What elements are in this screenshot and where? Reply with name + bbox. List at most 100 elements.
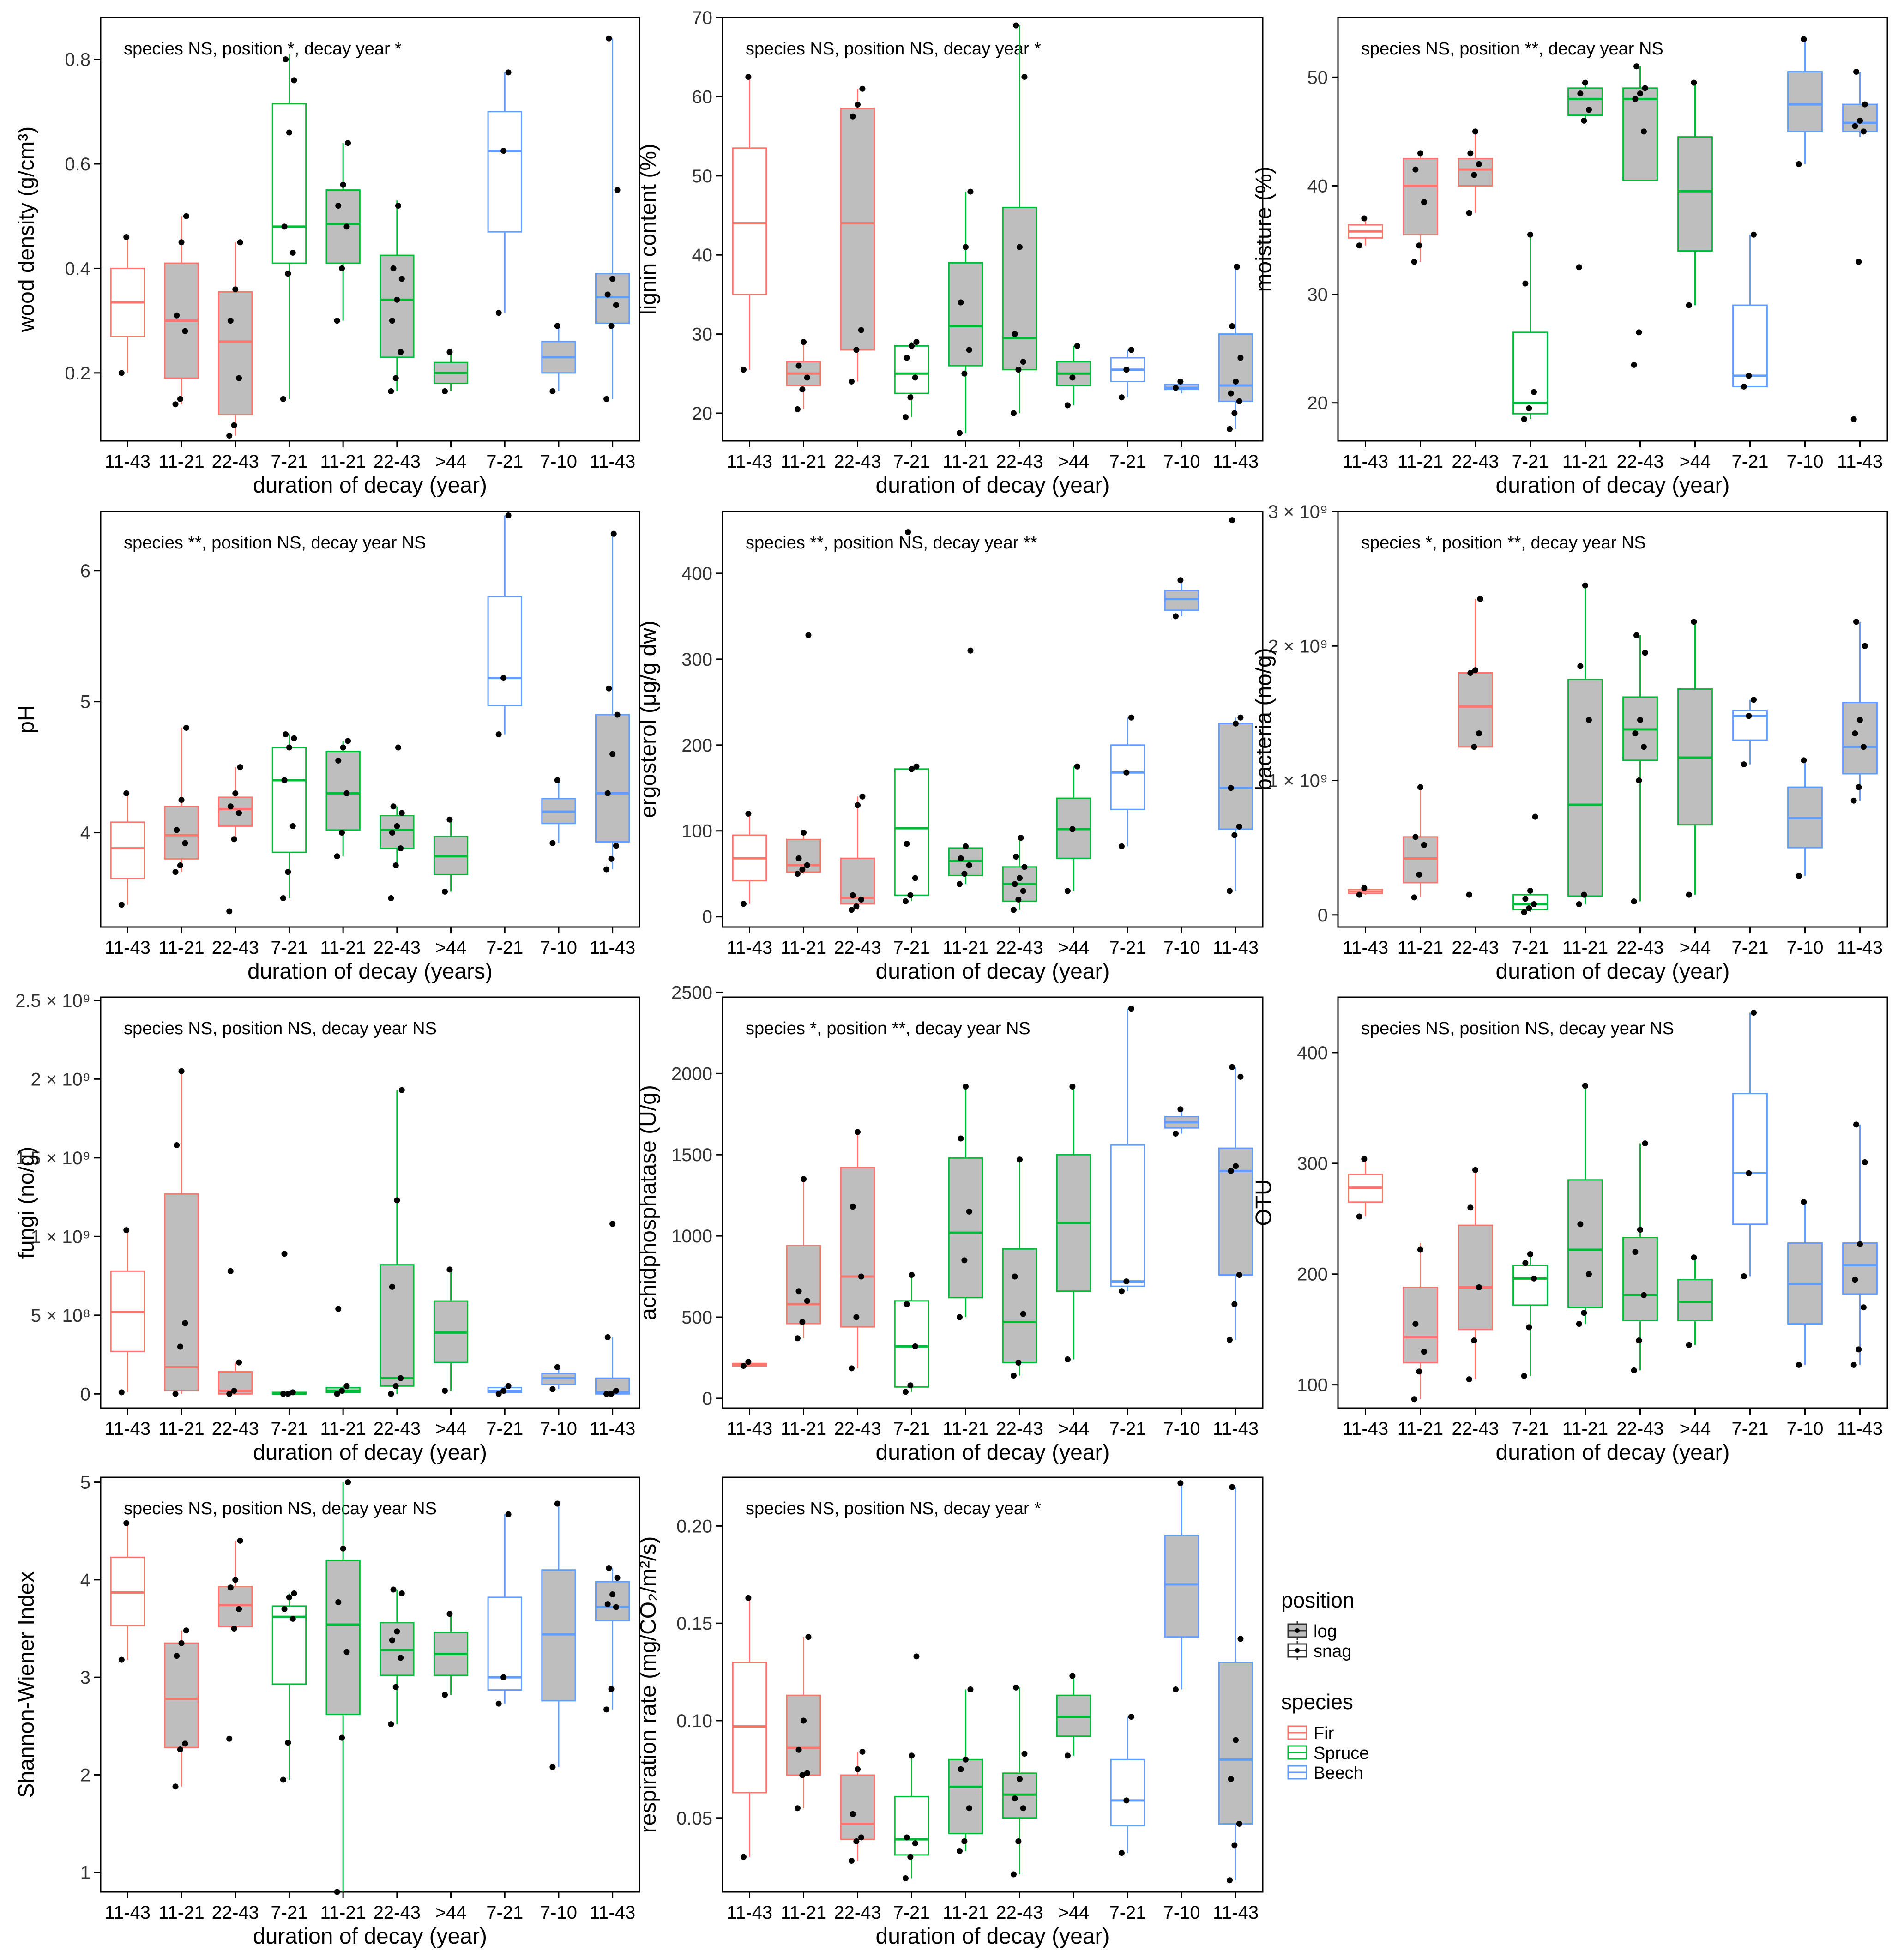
box-6 bbox=[380, 1586, 415, 1728]
panel-9: species NS, position NS, decay year NS 10… bbox=[1252, 996, 1888, 1465]
data-point bbox=[1233, 378, 1239, 385]
data-point bbox=[1585, 107, 1592, 113]
data-point bbox=[398, 845, 404, 852]
data-point bbox=[1421, 199, 1427, 205]
data-point bbox=[1064, 1356, 1071, 1362]
x-tick-label: >44 bbox=[1058, 452, 1090, 472]
data-point bbox=[182, 840, 188, 846]
box-5 bbox=[325, 1306, 361, 1397]
x-tick-label: 7-21 bbox=[893, 1419, 930, 1439]
x-tick-label: 7-10 bbox=[1786, 452, 1823, 472]
data-point bbox=[236, 375, 242, 381]
data-point bbox=[907, 1854, 914, 1860]
y-axis-label: fungi (no/g) bbox=[14, 1147, 39, 1259]
data-point bbox=[1015, 367, 1022, 373]
y-axis-label: ergosterol (μg/g dw) bbox=[636, 620, 661, 818]
box-9 bbox=[1164, 378, 1199, 394]
data-point bbox=[956, 1848, 963, 1854]
y-tick-label: 0.05 bbox=[676, 1808, 712, 1829]
box-iqr bbox=[840, 1774, 875, 1840]
data-point bbox=[1576, 901, 1582, 907]
data-point bbox=[286, 1594, 292, 1601]
data-point bbox=[1471, 744, 1477, 750]
y-axis-label: achidphosphatase (U/g) bbox=[636, 1085, 661, 1320]
data-point bbox=[183, 724, 189, 731]
data-point bbox=[1850, 416, 1857, 422]
data-point bbox=[394, 1628, 400, 1635]
box-9 bbox=[1164, 1480, 1199, 1693]
data-point bbox=[799, 386, 806, 393]
data-point bbox=[1741, 761, 1747, 768]
box-4 bbox=[894, 1653, 929, 1881]
data-point bbox=[1860, 744, 1867, 750]
data-point bbox=[1172, 1686, 1179, 1693]
data-point bbox=[1852, 123, 1858, 129]
data-point bbox=[1236, 823, 1242, 830]
x-tick-label: 22-43 bbox=[1616, 452, 1663, 472]
data-point bbox=[1010, 410, 1017, 416]
x-tick-label: >44 bbox=[435, 938, 467, 958]
data-point bbox=[956, 430, 963, 436]
data-point bbox=[1640, 128, 1647, 135]
box-iqr bbox=[1677, 136, 1713, 252]
y-tick-label: 500 bbox=[681, 1307, 712, 1328]
box-3 bbox=[840, 1129, 875, 1372]
box-3 bbox=[840, 1748, 875, 1864]
x-tick-label: 11-43 bbox=[1343, 938, 1388, 958]
data-point bbox=[281, 223, 288, 230]
data-point bbox=[442, 1387, 448, 1394]
x-tick-label: 22-43 bbox=[1616, 938, 1663, 958]
data-point bbox=[848, 1858, 855, 1864]
data-point bbox=[1850, 797, 1857, 804]
x-tick-label: 7-21 bbox=[1731, 1419, 1768, 1439]
box-iqr bbox=[732, 147, 767, 295]
data-point bbox=[389, 1283, 395, 1290]
box-8 bbox=[1732, 697, 1768, 768]
box-9 bbox=[1164, 577, 1199, 620]
x-tick-label: 22-43 bbox=[1452, 1419, 1499, 1439]
data-point bbox=[388, 895, 394, 902]
x-tick-label: 22-43 bbox=[996, 938, 1043, 958]
data-point bbox=[1417, 1246, 1423, 1253]
data-point bbox=[495, 1700, 502, 1707]
data-point bbox=[1576, 1321, 1582, 1327]
box-1 bbox=[732, 811, 767, 907]
data-point bbox=[1632, 96, 1639, 102]
data-point bbox=[1237, 1073, 1244, 1080]
data-point bbox=[289, 1615, 296, 1622]
x-axis-label: duration of decay (years) bbox=[247, 959, 493, 984]
data-point bbox=[1857, 1241, 1863, 1247]
panel-title: species NS, position NS, decay year NS bbox=[1361, 1019, 1674, 1038]
y-tick-label: 20 bbox=[692, 403, 713, 424]
legend: position log snag species Fir Spruce bbox=[1281, 1588, 1369, 1783]
data-point bbox=[495, 1391, 502, 1397]
box-1 bbox=[732, 74, 767, 373]
box-2 bbox=[1403, 150, 1438, 265]
data-point bbox=[178, 239, 185, 246]
x-tick-label: 11-21 bbox=[158, 1419, 204, 1439]
x-axis-label: duration of decay (year) bbox=[876, 959, 1110, 984]
data-point bbox=[613, 302, 619, 308]
x-tick-label: 11-21 bbox=[943, 1419, 988, 1439]
x-tick-label: 22-43 bbox=[212, 938, 259, 958]
box-8 bbox=[487, 1383, 522, 1397]
data-point bbox=[335, 757, 342, 764]
data-point bbox=[1226, 426, 1233, 432]
box-iqr bbox=[786, 1694, 821, 1776]
y-tick-label: 2 × 10⁹ bbox=[1268, 636, 1328, 656]
data-point bbox=[1686, 302, 1692, 308]
data-point bbox=[1750, 1010, 1757, 1016]
box-iqr bbox=[271, 747, 307, 853]
data-point bbox=[1123, 1278, 1130, 1285]
data-point bbox=[740, 1854, 747, 1860]
x-tick-label: 7-10 bbox=[540, 1419, 577, 1439]
y-tick-label: 300 bbox=[1297, 1154, 1328, 1174]
x-tick-label: 7-21 bbox=[1109, 452, 1146, 472]
box-5 bbox=[1567, 1083, 1603, 1327]
legend-label-log: log bbox=[1314, 1622, 1337, 1641]
data-point bbox=[1862, 101, 1868, 108]
x-tick-label: 7-10 bbox=[540, 452, 577, 472]
data-point bbox=[388, 1721, 394, 1728]
data-point bbox=[1637, 90, 1643, 97]
data-point bbox=[604, 790, 611, 796]
